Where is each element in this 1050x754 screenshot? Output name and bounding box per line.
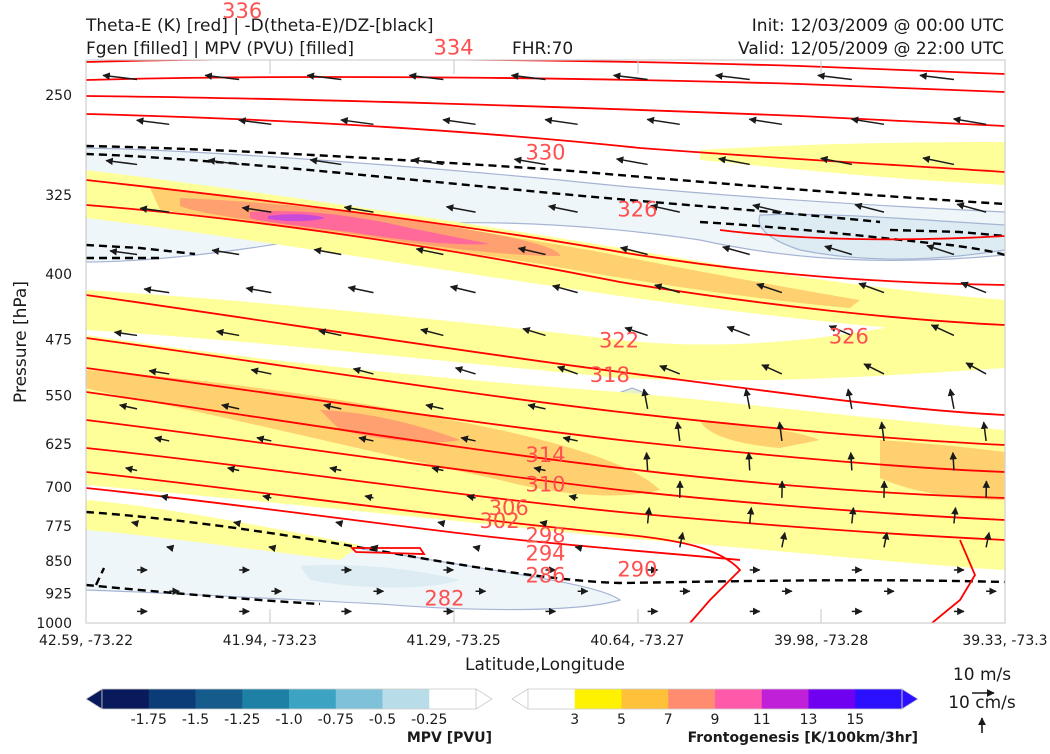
wind-arrow (269, 547, 271, 548)
theta-e-contour-label: 336 (222, 0, 262, 23)
colorbar-segment (196, 689, 243, 709)
colorbar-extend-left (512, 689, 528, 709)
theta-e-contour-label: 286 (525, 563, 565, 587)
y-tick-label: 1000 (36, 616, 72, 632)
title-line-2: Fgen [filled] | MPV (PVU) [filled] (86, 39, 354, 59)
wind-arrow (647, 453, 648, 471)
wind-arrow (575, 547, 577, 548)
y-tick-label: 775 (45, 519, 72, 535)
colorbar-segment (575, 689, 622, 709)
y-axis-ticks: 250 325 400 475 550 625 700 775 850 925 1000 (36, 88, 72, 632)
theta-e-contour-label: 326 (617, 198, 657, 222)
colorbar-segment (855, 689, 902, 709)
colorbar-tick-label: 7 (664, 712, 673, 728)
theta-e-contour-label: 290 (617, 558, 657, 582)
colorbar-tick-label: -1.5 (182, 712, 209, 728)
colorbar-segment (809, 689, 856, 709)
colorbar-tick-label: 15 (846, 712, 864, 728)
plot-area: 3343303263223183143103063022982942902862… (86, 0, 1005, 623)
colorbar-tick-label: -1.0 (275, 712, 302, 728)
theta-e-contour-label: 282 (424, 586, 464, 610)
theta-e-contour-label: 330 (525, 141, 565, 165)
colorbar-segment (762, 689, 809, 709)
y-tick-label: 475 (45, 332, 72, 348)
wind-key-horizontal-label: 10 m/s (953, 665, 1011, 685)
x-axis-label: Latitude,Longitude (465, 655, 625, 675)
theta-e-contour-label: 310 (525, 472, 565, 496)
colorbar-tick-label: 5 (617, 712, 626, 728)
x-tick-label: 40.64, -73.27 (590, 633, 684, 649)
colorbar-segment (242, 689, 289, 709)
frontogenesis-colorbar: 3 5 7 9 11 13 15 (512, 689, 918, 728)
colorbar-tick-label: -0.75 (318, 712, 354, 728)
wind-arrow (371, 547, 373, 548)
x-tick-label: 39.33, -73.3 (962, 633, 1047, 649)
theta-e-contour-label: 322 (599, 328, 639, 352)
colorbar-tick-label: -0.5 (369, 712, 396, 728)
x-tick-label: 41.94, -73.23 (223, 633, 317, 649)
frontogenesis-colorbar-label: Frontogenesis [K/100km/3hr] (688, 730, 918, 746)
forecast-hour: FHR:70 (512, 39, 573, 59)
colorbar-tick-label: -1.25 (224, 712, 260, 728)
mpv-colorbar-label: MPV [PVU] (407, 730, 492, 746)
colorbar-segment (622, 689, 669, 709)
x-axis-ticks: 42.59, -73.22 41.94, -73.23 41.29, -73.25 4… (39, 633, 1048, 649)
x-tick-label: 39.98, -73.28 (774, 633, 868, 649)
x-tick-label: 41.29, -73.25 (407, 633, 501, 649)
y-tick-label: 925 (45, 586, 72, 602)
colorbar-tick-label: 11 (753, 712, 771, 728)
wind-arrow (167, 547, 169, 548)
theta-e-contour-label: 318 (590, 363, 630, 387)
colorbar-segment (102, 689, 149, 709)
init-time: Init: 12/03/2009 @ 00:00 UTC (752, 16, 1004, 36)
colorbar-extend-left (86, 689, 102, 709)
y-tick-label: 700 (45, 480, 72, 496)
colorbar-tick-label: -1.75 (131, 712, 167, 728)
colorbar-tick-label: 13 (800, 712, 818, 728)
colorbar-segment (715, 689, 762, 709)
mpv-colorbar: -1.75 -1.5 -1.25 -1.0 -0.75 -0.5 -0.25 (86, 689, 492, 728)
y-tick-label: 625 (45, 437, 72, 453)
wind-key-vertical-label: 10 cm/s (948, 693, 1016, 713)
colorbar-segment (429, 689, 476, 709)
colorbar-extend-right (476, 689, 492, 709)
colorbar-segment (668, 689, 715, 709)
y-tick-label: 400 (45, 267, 72, 283)
colorbar-segment (528, 689, 575, 709)
y-tick-label: 325 (45, 188, 72, 204)
y-tick-label: 550 (45, 388, 72, 404)
theta-e-contour-label: 334 (434, 35, 474, 59)
colorbar-tick-label: -0.25 (411, 712, 447, 728)
y-tick-label: 850 (45, 554, 72, 570)
colorbar-segment (383, 689, 430, 709)
theta-e-contour-label: 314 (525, 443, 565, 467)
wind-arrow (953, 453, 954, 471)
y-axis-label: Pressure [hPa] (11, 281, 31, 403)
wind-arrow (749, 453, 750, 471)
colorbar-segment (149, 689, 196, 709)
colorbar-segment (289, 689, 336, 709)
colorbar-tick-label: 3 (570, 712, 579, 728)
wind-arrow (851, 453, 852, 471)
valid-time: Valid: 12/05/2009 @ 22:00 UTC (738, 39, 1004, 59)
x-tick-label: 42.59, -73.22 (39, 633, 133, 649)
theta-e-contour-label: 326 (829, 324, 869, 348)
colorbar-extend-right (902, 689, 918, 709)
theta-e-contour-label: 302 (480, 509, 520, 533)
wind-arrow (473, 547, 475, 548)
wind-key: 10 m/s 10 cm/s (948, 665, 1016, 733)
y-tick-label: 250 (45, 88, 72, 104)
colorbar-segment (336, 689, 383, 709)
colorbar-tick-label: 9 (711, 712, 720, 728)
theta-e-contour-label: 294 (525, 541, 565, 565)
